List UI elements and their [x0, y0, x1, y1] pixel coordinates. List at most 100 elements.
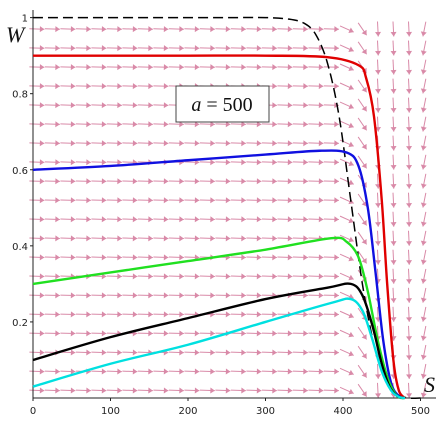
- field-arrow: [215, 45, 231, 52]
- field-arrow: [420, 40, 427, 56]
- field-arrow: [106, 235, 122, 242]
- field-arrow: [215, 235, 231, 242]
- field-arrow: [323, 311, 339, 318]
- field-arrow: [406, 363, 413, 379]
- field-arrow: [357, 345, 368, 359]
- trajectory-4: [32, 282, 404, 400]
- field-arrow: [375, 97, 382, 113]
- field-arrow: [357, 22, 368, 36]
- field-arrow: [106, 197, 122, 204]
- field-arrow: [323, 83, 339, 90]
- field-arrow: [75, 330, 91, 337]
- field-arrow: [91, 235, 107, 242]
- field-arrow: [215, 349, 231, 356]
- field-arrow: [44, 254, 60, 261]
- field-arrow: [261, 121, 277, 128]
- field-arrow: [261, 235, 277, 242]
- field-arrow: [29, 273, 45, 280]
- field-arrow: [277, 64, 293, 71]
- field-arrow: [230, 254, 246, 261]
- field-arrow: [75, 102, 91, 109]
- field-arrow: [406, 344, 413, 360]
- field-arrow: [406, 97, 413, 113]
- field-arrow: [137, 26, 153, 33]
- field-arrow: [44, 292, 60, 299]
- field-arrow: [246, 254, 262, 261]
- field-arrow: [168, 254, 184, 261]
- field-arrow: [184, 140, 200, 147]
- field-arrow: [122, 26, 138, 33]
- field-arrow: [277, 159, 293, 166]
- field-arrow: [339, 196, 354, 205]
- x-tick-label: 500: [411, 406, 430, 417]
- field-arrow: [390, 97, 397, 113]
- field-arrow: [292, 178, 308, 185]
- field-arrow: [215, 273, 231, 280]
- field-arrow: [277, 368, 293, 375]
- field-arrow: [91, 140, 107, 147]
- field-arrow: [91, 216, 107, 223]
- field-arrow: [75, 83, 91, 90]
- field-arrow: [261, 330, 277, 337]
- field-arrow: [390, 78, 397, 94]
- trajectory-5: [32, 297, 406, 400]
- field-arrow: [261, 178, 277, 185]
- field-arrow: [323, 140, 339, 147]
- field-arrow: [215, 216, 231, 223]
- field-arrow: [137, 178, 153, 185]
- field-arrow: [308, 273, 324, 280]
- field-arrow: [184, 45, 200, 52]
- field-arrow: [246, 178, 262, 185]
- field-arrow: [406, 287, 413, 303]
- field-arrow: [292, 387, 308, 394]
- x-tick-label: 200: [178, 406, 197, 417]
- field-arrow: [44, 45, 60, 52]
- field-arrow: [91, 45, 107, 52]
- field-arrow: [184, 216, 200, 223]
- field-arrow: [184, 121, 200, 128]
- field-arrow: [390, 249, 397, 265]
- field-arrow: [75, 254, 91, 261]
- field-arrow: [357, 136, 368, 150]
- field-arrow: [215, 387, 231, 394]
- field-arrow: [106, 83, 122, 90]
- field-arrow: [339, 348, 354, 357]
- field-arrow: [91, 64, 107, 71]
- field-arrow: [184, 387, 200, 394]
- field-arrow: [184, 64, 200, 71]
- field-arrow: [199, 121, 215, 128]
- field-arrow: [91, 197, 107, 204]
- field-arrow: [230, 292, 246, 299]
- field-arrow: [230, 64, 246, 71]
- field-arrow: [323, 121, 339, 128]
- field-arrow: [168, 140, 184, 147]
- field-arrow: [184, 235, 200, 242]
- field-arrow: [390, 59, 397, 75]
- field-arrow: [420, 154, 427, 170]
- field-arrow: [29, 140, 45, 147]
- field-arrow: [106, 292, 122, 299]
- field-arrow: [406, 230, 413, 246]
- field-arrow: [91, 102, 107, 109]
- field-arrow: [323, 159, 339, 166]
- trajectory-3: [32, 236, 406, 400]
- field-arrow: [308, 387, 324, 394]
- field-arrow: [91, 349, 107, 356]
- field-arrow: [60, 83, 76, 90]
- field-arrow: [75, 235, 91, 242]
- field-arrow: [60, 140, 76, 147]
- field-arrow: [168, 45, 184, 52]
- field-arrow: [390, 287, 397, 303]
- field-arrow: [375, 59, 382, 75]
- field-arrow: [199, 140, 215, 147]
- field-arrow: [75, 178, 91, 185]
- field-arrow: [420, 78, 427, 94]
- field-arrow: [308, 254, 324, 261]
- annotation-value: 500: [223, 94, 253, 116]
- field-arrow: [137, 235, 153, 242]
- field-arrow: [122, 349, 138, 356]
- field-arrow: [277, 387, 293, 394]
- field-arrow: [60, 159, 76, 166]
- field-arrow: [122, 197, 138, 204]
- field-arrow: [246, 387, 262, 394]
